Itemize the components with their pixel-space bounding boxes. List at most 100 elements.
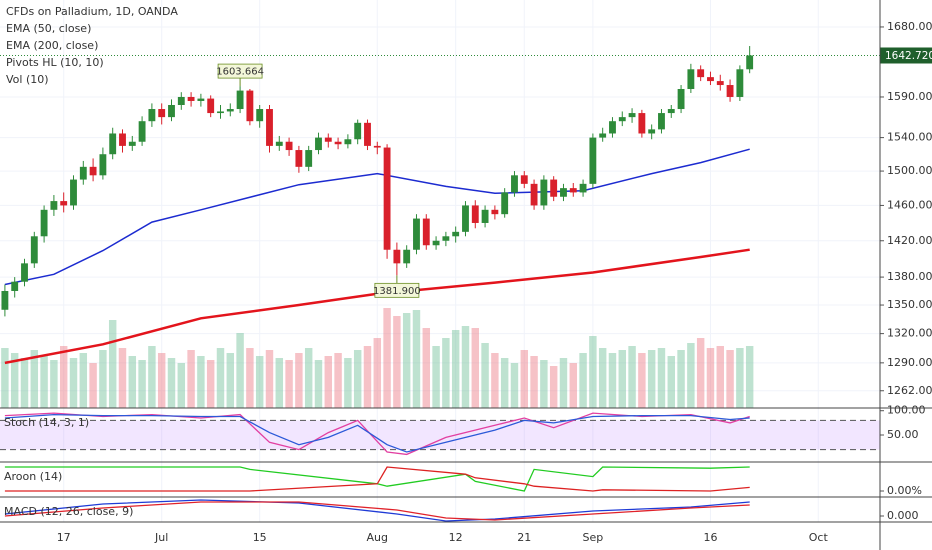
candle-body [246,90,254,122]
volume-bar [353,350,362,408]
volume-bar [334,353,342,408]
candle-body [442,236,450,241]
candle-body [236,90,244,110]
candle-body [305,150,313,167]
candle-body [452,231,460,237]
x-tick-label: 17 [57,531,71,544]
candle-body [530,183,538,206]
candle-body [148,109,156,122]
candle-body [197,98,205,101]
y-tick-label: 100.00 [887,404,926,417]
candle-body [746,55,754,70]
candle-body [736,69,744,97]
volume-bar [530,356,538,408]
candle-body [158,109,166,118]
candle-body [373,145,381,148]
series-line [4,148,750,286]
x-tick-label: 15 [253,531,267,544]
candle-body [344,139,352,145]
legend-entry: EMA (200, close) [6,39,98,52]
volume-bar [667,356,675,408]
candle-body [677,89,685,110]
volume-bar [696,338,705,408]
candle-body [471,205,479,223]
volume-bar [89,363,97,408]
candle-body [628,113,636,118]
series-line [4,413,750,453]
volume-bar [246,348,254,408]
volume-bar [540,360,548,408]
volume-bar [618,350,626,408]
volume-bar [236,333,244,408]
volume-bar [314,360,323,408]
series-line [4,466,750,492]
pane-title: Aroon (14) [4,470,62,483]
y-tick-label: 1420.00 [887,234,932,247]
candle-body [707,77,714,82]
volume-bar [373,338,382,408]
volume-bar [383,308,391,408]
legend-entry: EMA (50, close) [6,22,91,35]
volume-bar [608,353,617,408]
volume-bar [510,363,519,408]
volume-bar [677,350,685,408]
candle-body [393,249,401,264]
volume-bar [402,313,411,408]
volume-bar [647,350,656,408]
series-line [4,501,750,521]
candle-body [550,179,558,197]
candle-body [383,147,391,250]
volume-bar [1,348,9,408]
volume-bar [324,356,333,408]
volume-bar [59,346,68,408]
candle-body [638,113,646,134]
candle-body [295,150,303,167]
candle-body [501,192,509,215]
candle-body [520,175,528,184]
volume-bar [99,350,107,408]
volume-bar [255,356,264,408]
x-tick-label: Jul [154,531,168,544]
candle-body [432,240,440,246]
candle-body [256,109,264,122]
y-tick-label: 1500.00 [887,164,932,177]
candle-body [1,290,9,310]
candle-body [275,141,283,146]
volume-bar [363,346,372,408]
candle-body [481,209,489,223]
y-tick-label: 50.00 [887,428,919,441]
last-price-tag [880,47,932,64]
candle-body [462,205,469,232]
last-price-label: 1642.720 [885,50,932,62]
candle-body [697,69,705,78]
y-tick-label: 1680.00 [887,20,932,33]
volume-bar [40,356,48,408]
volume-bar [432,346,440,408]
volume-bar [50,360,58,408]
volume-bar [30,350,39,408]
candle-body [187,96,195,101]
volume-bar [226,353,235,408]
y-tick-label: 1540.00 [887,131,932,144]
candle-body [315,137,322,151]
volume-bar [275,358,284,408]
candle-body [40,209,48,237]
candle-body [177,96,185,105]
candle-body [50,201,58,210]
pivot-label: 1381.900 [373,286,421,297]
volume-bar [500,358,509,408]
x-tick-label: Sep [583,531,604,544]
volume-bar [79,353,88,408]
volume-bar [657,348,666,408]
pivot-label-box [374,282,420,298]
candle-body [511,175,518,193]
volume-bar [148,346,156,408]
volume-bar [69,358,78,408]
volume-bar [589,336,597,408]
candle-body [207,98,215,114]
y-tick-label: 1350.00 [887,298,932,311]
candle-body [667,109,675,114]
candle-body [99,154,107,176]
candle-body [403,249,411,264]
